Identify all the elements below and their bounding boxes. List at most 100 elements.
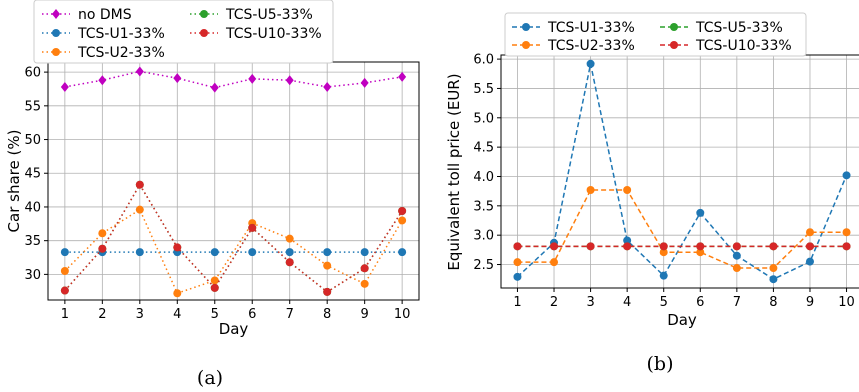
- chart-a-x-tick-label: 4: [173, 307, 181, 322]
- chart-a-point-no-dms: [98, 75, 106, 85]
- chart-a-point-tcs-u2-33: [173, 289, 181, 297]
- chart-b-x-tick-label: 2: [550, 295, 558, 310]
- chart-b-point-tcs-u1-33: [843, 171, 851, 179]
- chart-a-grid: [48, 62, 419, 300]
- chart-a-y-tick-label: 50: [24, 133, 41, 148]
- chart-a-legend: no DMS TCS-U1-33% TCS-U2-33% TCS-U5-33%: [34, 0, 333, 63]
- chart-a-x-tick-label: 1: [61, 307, 69, 322]
- chart-a-legend-u5-label: TCS-U5-33%: [225, 7, 313, 23]
- chart-b-y-tick-label: 3.5: [473, 199, 494, 214]
- chart-b-legend-u2-label: TCS-U2-33%: [547, 38, 635, 54]
- chart-b-x-tick-label: 5: [660, 295, 668, 310]
- chart-a-legend-u10-marker: [200, 29, 208, 37]
- chart-a-y-tick-label: 35: [24, 234, 41, 249]
- chart-b-point-tcs-u2-33: [769, 264, 777, 272]
- chart-b-point-tcs-u10-33: [550, 242, 558, 250]
- chart-a-point-tcs-u2-33: [398, 216, 406, 224]
- chart-b-point-tcs-u10-33: [660, 242, 668, 250]
- chart-b-y-tick-label: 4.0: [473, 170, 494, 185]
- chart-b-point-tcs-u2-33: [843, 228, 851, 236]
- chart-b-series-line-tcs-u2-33: [517, 190, 846, 268]
- chart-a-point-no-dms: [61, 82, 69, 92]
- chart-a-point-tcs-u10-33: [323, 288, 331, 296]
- chart-a-y-tick-label: 55: [24, 99, 41, 114]
- chart-b-legend-u2-marker: [522, 41, 530, 49]
- chart-a-y-tick-label: 60: [24, 66, 41, 81]
- chart-a-point-no-dms: [323, 82, 331, 92]
- chart-b-x-tick-label: 1: [513, 295, 521, 310]
- chart-b-point-tcs-u1-33: [806, 258, 814, 266]
- chart-a-point-tcs-u10-33: [248, 224, 256, 232]
- chart-a-point-tcs-u1-33: [398, 248, 406, 256]
- chart-b-point-tcs-u1-33: [513, 273, 521, 281]
- chart-b-x-tick-label: 6: [696, 295, 704, 310]
- chart-b-x-ticks: 1 2 3 4 5 6 7 8 9 10: [513, 288, 855, 310]
- chart-b-x-tick-label: 8: [769, 295, 777, 310]
- chart-b-x-tick-label: 7: [733, 295, 741, 310]
- chart-a-point-tcs-u10-33: [61, 287, 69, 295]
- chart-b-legend-u10-marker: [670, 41, 678, 49]
- chart-b-point-tcs-u2-33: [587, 186, 595, 194]
- chart-a-point-tcs-u1-33: [323, 248, 331, 256]
- chart-a-series-line-no-dms: [65, 71, 402, 87]
- chart-b-point-tcs-u1-33: [660, 272, 668, 280]
- chart-a-point-tcs-u10-33: [361, 264, 369, 272]
- chart-a-point-tcs-u2-33: [61, 267, 69, 275]
- chart-b-y-ticks: 2.53.03.54.04.55.05.56.0: [473, 53, 501, 273]
- chart-a-legend-u1-marker: [52, 29, 60, 37]
- chart-a-point-tcs-u1-33: [136, 248, 144, 256]
- chart-a-x-tick-label: 5: [211, 307, 219, 322]
- chart-a-series-line-tcs-u5-33: [65, 185, 402, 292]
- chart-b-point-tcs-u2-33: [623, 186, 631, 194]
- chart-a-point-tcs-u10-33: [398, 207, 406, 215]
- chart-a-y-ticks: 30 35 40 45 50 55 60: [24, 66, 48, 283]
- chart-a-y-tick-label: 30: [24, 268, 41, 283]
- chart-a-point-tcs-u2-33: [323, 262, 331, 270]
- chart-a-y-tick-label: 40: [24, 200, 41, 215]
- chart-a-point-tcs-u1-33: [248, 248, 256, 256]
- chart-b-legend-u1-marker: [522, 23, 530, 31]
- chart-a-point-no-dms: [211, 83, 219, 93]
- chart-a-plot-frame: [48, 62, 419, 300]
- chart-a-point-tcs-u1-33: [61, 248, 69, 256]
- chart-b-legend-u5-marker: [670, 23, 678, 31]
- chart-a-point-tcs-u1-33: [286, 248, 294, 256]
- chart-b-point-tcs-u2-33: [733, 264, 741, 272]
- chart-a-point-tcs-u2-33: [211, 276, 219, 284]
- chart-a-x-tick-label: 8: [323, 307, 331, 322]
- chart-a-point-no-dms: [286, 75, 294, 85]
- chart-a-legend-u5-marker: [200, 10, 208, 18]
- chart-b-point-tcs-u1-33: [769, 275, 777, 283]
- chart-b-point-tcs-u10-33: [513, 242, 521, 250]
- chart-b-y-tick-label: 3.0: [473, 229, 494, 244]
- chart-b-y-axis-label: Equivalent toll price (EUR): [445, 73, 463, 270]
- chart-b: 1 2 3 4 5 6 7 8 9 10 2.53.03.54.04.55.05.56.0 Day…: [445, 13, 859, 375]
- chart-a-point-no-dms: [398, 72, 406, 82]
- chart-b-legend: TCS-U1-33% TCS-U2-33% TCS-U5-33% TCS-U10…: [505, 13, 806, 56]
- chart-b-x-tick-label: 3: [586, 295, 594, 310]
- chart-b-y-tick-label: 4.5: [473, 141, 494, 156]
- chart-a-point-tcs-u2-33: [286, 235, 294, 243]
- chart-a-point-tcs-u2-33: [136, 206, 144, 214]
- chart-b-x-axis-label: Day: [667, 311, 697, 329]
- chart-b-point-tcs-u10-33: [587, 242, 595, 250]
- chart-b-caption: (b): [647, 353, 674, 375]
- chart-b-point-tcs-u2-33: [550, 258, 558, 266]
- chart-b-point-tcs-u10-33: [733, 242, 741, 250]
- chart-a-series-group: [61, 66, 406, 297]
- chart-b-point-tcs-u10-33: [806, 242, 814, 250]
- chart-a-y-tick-label: 45: [24, 167, 41, 182]
- chart-a-point-tcs-u10-33: [136, 181, 144, 189]
- chart-a-x-axis-label: Day: [219, 320, 249, 338]
- chart-b-grid: [501, 55, 859, 288]
- chart-a-series-line-tcs-u10-33: [65, 185, 402, 292]
- chart-b-point-tcs-u10-33: [843, 242, 851, 250]
- chart-a-legend-u10-label: TCS-U10-33%: [225, 26, 322, 42]
- chart-a-y-axis-label: Car share (%): [5, 130, 23, 233]
- chart-a-point-tcs-u10-33: [98, 245, 106, 253]
- chart-a-point-tcs-u10-33: [286, 258, 294, 266]
- chart-b-point-tcs-u10-33: [769, 242, 777, 250]
- chart-b-legend-u5-label: TCS-U5-33%: [695, 20, 783, 36]
